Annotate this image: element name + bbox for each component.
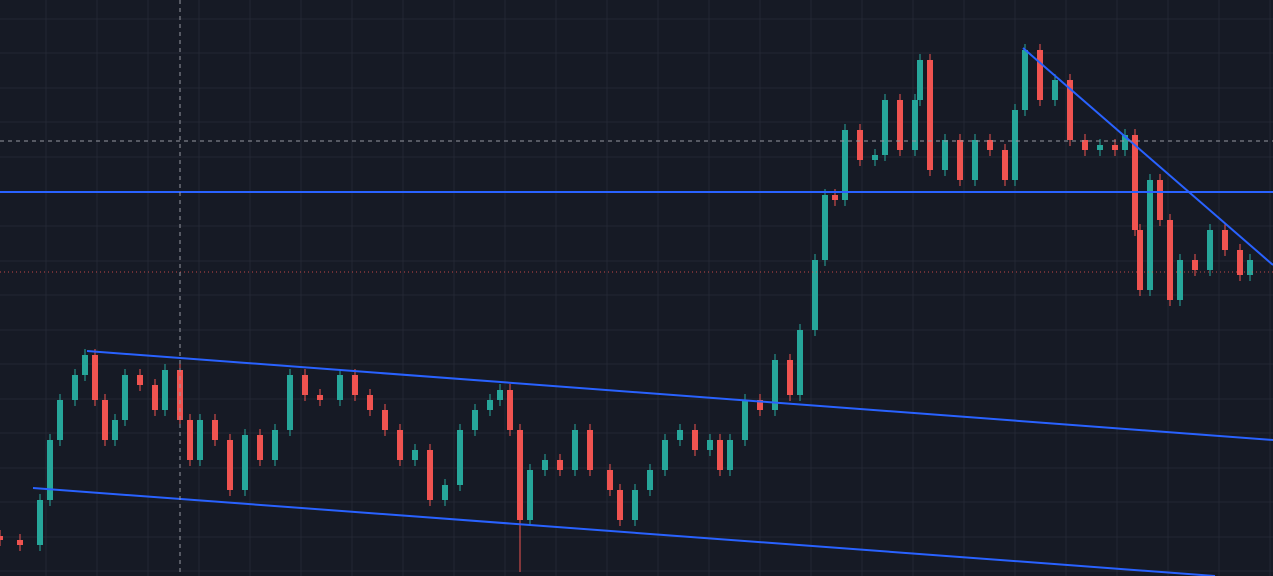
- candle-body: [1207, 230, 1213, 270]
- candle-body: [1192, 260, 1198, 270]
- candle-body: [872, 155, 878, 160]
- candle-body: [692, 430, 698, 450]
- candle-body: [542, 460, 548, 470]
- candle-body: [442, 485, 448, 500]
- candle-body: [457, 430, 463, 485]
- candle-body: [57, 400, 63, 440]
- candle-body: [832, 195, 838, 200]
- candle-body: [1012, 110, 1018, 180]
- candle-body: [772, 360, 778, 410]
- candle-body: [337, 375, 343, 400]
- candle-body: [742, 400, 748, 440]
- candle-body: [632, 490, 638, 520]
- candle-body: [17, 540, 23, 545]
- candle-body: [927, 60, 933, 170]
- candle-body: [427, 450, 433, 500]
- candle-body: [607, 470, 613, 490]
- candle-body: [162, 370, 168, 410]
- candle-body: [1067, 80, 1073, 140]
- candle-body: [227, 440, 233, 490]
- candle-body: [857, 130, 863, 160]
- candle-body: [1167, 220, 1173, 300]
- candle-body: [272, 430, 278, 460]
- candle-body: [102, 400, 108, 440]
- candle-body: [487, 400, 493, 410]
- candle-body: [1132, 135, 1138, 230]
- candle-body: [897, 100, 903, 150]
- candle-body: [1112, 145, 1118, 150]
- candle-body: [727, 440, 733, 470]
- candle-body: [1082, 140, 1088, 150]
- candle-body: [1052, 80, 1058, 100]
- candle-body: [527, 470, 533, 520]
- candle-body: [757, 400, 763, 410]
- candle-body: [187, 420, 193, 460]
- candle-body: [367, 395, 373, 410]
- candle-body: [1157, 180, 1163, 220]
- candle-body: [352, 375, 358, 395]
- candle-body: [37, 500, 43, 545]
- trendline: [32, 487, 1216, 576]
- candle-body: [1147, 180, 1153, 290]
- candle-body: [1177, 260, 1183, 300]
- candle-body: [942, 140, 948, 170]
- candle-body: [317, 395, 323, 400]
- candle-body: [917, 60, 923, 100]
- candle-body: [822, 195, 828, 260]
- candle-body: [472, 410, 478, 430]
- candle-body: [137, 375, 143, 385]
- candle-body: [1137, 230, 1143, 290]
- candle-body: [662, 440, 668, 470]
- candle-body: [1222, 230, 1228, 250]
- candle-body: [257, 435, 263, 460]
- candle-body: [507, 390, 513, 430]
- candle-body: [47, 440, 53, 500]
- candle-body: [972, 140, 978, 180]
- candle-body: [287, 375, 293, 430]
- candle-body: [1237, 250, 1243, 275]
- candle-body: [197, 420, 203, 460]
- candle-body: [122, 375, 128, 420]
- candle-body: [787, 360, 793, 395]
- candle-body: [812, 260, 818, 330]
- candle-body: [797, 330, 803, 395]
- candle-body: [382, 410, 388, 430]
- candle-body: [72, 375, 78, 400]
- trendline: [86, 350, 1273, 441]
- candle-body: [1037, 50, 1043, 100]
- candle-body: [397, 430, 403, 460]
- candle-body: [412, 450, 418, 460]
- candle-body: [842, 130, 848, 200]
- candle-body: [0, 536, 3, 540]
- candle-body: [557, 460, 563, 470]
- candle-body: [1247, 260, 1253, 275]
- candle-body: [302, 375, 308, 395]
- candle-body: [572, 430, 578, 470]
- candle-body: [112, 420, 118, 440]
- candle-body: [1097, 145, 1103, 150]
- candle-body: [497, 390, 503, 400]
- candle-body: [1122, 135, 1128, 150]
- candle-body: [987, 140, 993, 150]
- candle-body: [1022, 50, 1028, 110]
- candle-body: [647, 470, 653, 490]
- candle-body: [212, 420, 218, 440]
- candle-body: [82, 355, 88, 375]
- candle-body: [517, 430, 523, 520]
- candle-body: [152, 385, 158, 410]
- candle-body: [92, 355, 98, 400]
- candle-body: [717, 440, 723, 470]
- candle-body: [617, 490, 623, 520]
- candle-body: [1002, 150, 1008, 180]
- candle-body: [912, 100, 918, 150]
- trendline: [1022, 47, 1273, 266]
- candle-body: [242, 435, 248, 490]
- candle-body: [957, 140, 963, 180]
- candle-body: [882, 100, 888, 155]
- candle-body: [587, 430, 593, 470]
- candle-body: [707, 440, 713, 450]
- candle-body: [677, 430, 683, 440]
